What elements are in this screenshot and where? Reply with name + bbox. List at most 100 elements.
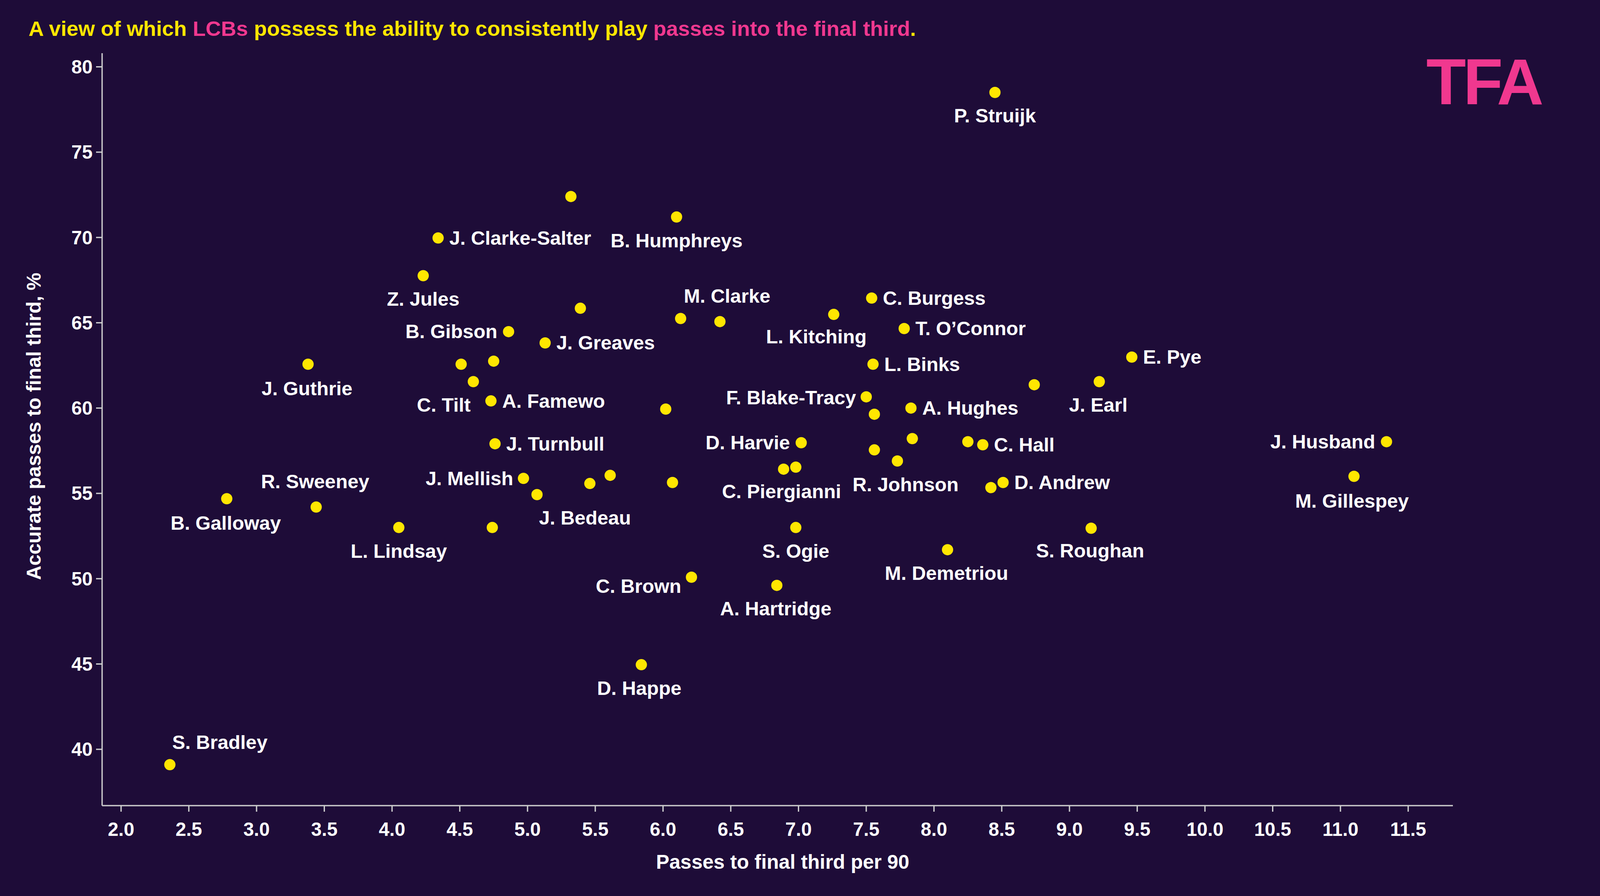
point	[1348, 471, 1360, 483]
x-tick-label: 3.0	[243, 819, 270, 841]
point-label: C. Hall	[993, 433, 1055, 457]
point-label: S. Bradley	[172, 731, 268, 754]
point-label: S. Ogie	[762, 540, 830, 563]
y-tick	[96, 748, 103, 751]
point	[674, 313, 687, 325]
point	[1381, 436, 1393, 448]
x-tick-label: 10.0	[1186, 819, 1224, 841]
point	[417, 270, 429, 282]
point-label: L. Lindsay	[350, 540, 448, 563]
point	[604, 469, 616, 482]
x-tick	[1339, 806, 1342, 813]
x-tick-label: 9.5	[1124, 819, 1151, 841]
x-tick-label: 4.5	[446, 819, 473, 841]
point	[898, 323, 910, 335]
point	[164, 759, 176, 771]
point	[666, 477, 678, 489]
point-label: L. Binks	[884, 353, 961, 376]
point	[790, 461, 802, 473]
point	[906, 433, 919, 445]
y-tick-label: 60	[71, 397, 93, 419]
point-label: R. Johnson	[852, 473, 959, 496]
x-tick-label: 11.0	[1322, 819, 1359, 841]
x-tick-label: 5.0	[514, 819, 541, 841]
point	[489, 438, 501, 450]
point	[565, 190, 577, 203]
title: A view of which LCBs possess the ability…	[28, 16, 916, 41]
y-tick-label: 80	[71, 56, 93, 78]
point-label: C. Tilt	[417, 394, 471, 417]
y-tick	[96, 492, 103, 495]
x-tick	[323, 806, 325, 813]
point	[868, 408, 881, 421]
background	[0, 0, 1600, 896]
point-label: J. Mellish	[425, 467, 514, 490]
point	[941, 544, 954, 556]
point-label: D. Andrew	[1014, 471, 1111, 494]
point	[962, 436, 974, 448]
point	[488, 355, 500, 367]
point-label: A. Famewo	[502, 390, 606, 413]
chart: A view of which LCBs possess the ability…	[0, 0, 1600, 896]
point	[976, 439, 989, 451]
point	[660, 403, 672, 415]
point	[1093, 376, 1106, 388]
point-label: C. Brown	[595, 575, 682, 598]
point	[485, 395, 497, 407]
y-tick	[96, 237, 103, 239]
x-tick	[797, 806, 800, 813]
point	[714, 316, 726, 328]
x-tick-label: 10.5	[1254, 819, 1292, 841]
title-part: possess the ability to consistently play	[247, 16, 654, 41]
title-highlight: passes into the final third	[653, 16, 911, 41]
point-label: J. Earl	[1069, 394, 1128, 417]
point	[860, 391, 872, 403]
point	[302, 358, 314, 370]
x-tick	[729, 806, 732, 813]
point	[502, 326, 515, 338]
point-label: F. Blake-Tracy	[726, 386, 856, 409]
y-tick-label: 65	[71, 312, 93, 334]
point-label: D. Happe	[597, 677, 682, 700]
point	[221, 493, 233, 505]
point-label: J. Clarke-Salter	[449, 227, 592, 250]
point	[790, 522, 802, 534]
point	[771, 580, 783, 592]
point-label: J. Greaves	[556, 331, 656, 354]
point	[867, 358, 879, 370]
point	[539, 337, 551, 349]
x-tick	[933, 806, 935, 813]
point	[635, 659, 647, 671]
y-tick	[96, 66, 103, 68]
x-tick	[188, 806, 190, 813]
point-label: M. Demetriou	[884, 562, 1009, 585]
point	[467, 376, 479, 388]
x-tick-label: 9.0	[1056, 819, 1083, 841]
title-part: A view of which	[28, 16, 193, 41]
point-label: C. Burgess	[883, 287, 987, 310]
point	[905, 402, 917, 415]
x-tick-label: 8.5	[988, 819, 1016, 841]
point	[866, 292, 878, 304]
y-tick	[96, 407, 103, 409]
point-label: C. Piergianni	[722, 480, 842, 503]
point	[584, 478, 596, 490]
y-tick-label: 50	[71, 568, 93, 590]
point-label: M. Clarke	[683, 285, 771, 308]
point-label: M. Gillespey	[1294, 490, 1409, 513]
x-tick-label: 7.0	[785, 819, 812, 841]
point	[310, 501, 322, 514]
x-tick-label: 2.0	[107, 819, 135, 841]
x-tick	[526, 806, 529, 813]
point-label: B. Gibson	[405, 320, 498, 343]
x-tick	[662, 806, 664, 813]
x-tick-label: 8.0	[920, 819, 948, 841]
point	[455, 358, 467, 370]
point	[1085, 522, 1097, 534]
point	[393, 522, 405, 534]
point-label: D. Harvie	[705, 431, 791, 454]
points	[164, 86, 1393, 772]
y-tick	[96, 578, 103, 580]
point	[685, 571, 698, 584]
x-tick	[865, 806, 868, 813]
